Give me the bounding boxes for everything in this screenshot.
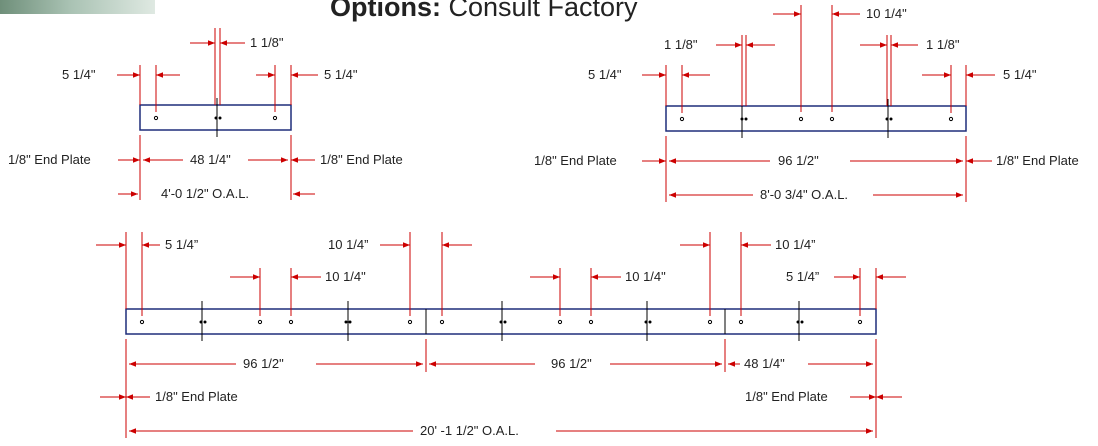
rail-8ft-end-plate-left-label: 1/8" End Plate — [534, 153, 617, 168]
rail-8ft-span-label: 96 1/2" — [778, 153, 819, 168]
rail-8ft-hole — [798, 116, 804, 122]
rail-20ft-gap-top-1-label: 10 1/4” — [328, 237, 368, 252]
rail-20ft-hole — [503, 320, 507, 324]
rail-20ft-hole — [644, 320, 648, 324]
rail-8ft-body — [665, 105, 967, 132]
rail-20ft-hole — [796, 320, 800, 324]
rail-20ft-hole — [857, 319, 863, 325]
rail-4ft-oal-label: 4'-0 1/2" O.A.L. — [161, 186, 249, 201]
rail-20ft-hole — [344, 320, 348, 324]
rail-20ft-gap-top-2-label: 10 1/4” — [775, 237, 815, 252]
rail-8ft-hole — [885, 117, 889, 121]
rail-8ft-splice-gap-left-label: 1 1/8" — [664, 37, 698, 52]
rail-4ft-hole — [272, 115, 278, 121]
rail-20ft-gap-mid-2-label: 10 1/4" — [625, 269, 666, 284]
rail-20ft-hole — [557, 319, 563, 325]
rail-20ft-end-plate-right-label: 1/8" End Plate — [745, 389, 828, 404]
rail-4ft-end-offset-left-label: 5 1/4" — [62, 67, 96, 82]
rail-8ft-end-offset-left-label: 5 1/4" — [588, 67, 622, 82]
rail-20ft-hole — [139, 319, 145, 325]
rail-4ft-end-offset-right-label: 5 1/4" — [324, 67, 358, 82]
rail-20ft-hole — [407, 319, 413, 325]
rail-8ft-hole — [679, 116, 685, 122]
rail-8ft-diagram: 10 1/4" 1 1/8" 1 1/8" 5 1/4" 5 1 — [534, 5, 1079, 202]
rail-20ft-hole — [707, 319, 713, 325]
rail-20ft-span-3-label: 48 1/4" — [744, 356, 785, 371]
rail-20ft-hole — [257, 319, 263, 325]
rail-8ft-end-offset-right-label: 5 1/4" — [1003, 67, 1037, 82]
rail-20ft-end-offset-right-label: 5 1/4” — [786, 269, 819, 284]
rail-20ft-span-2-label: 96 1/2" — [551, 356, 592, 371]
rail-4ft-diagram: 1 1/8" 5 1/4" 5 1/4" 48 1/4" 1/8" End Pl… — [8, 28, 403, 201]
rail-20ft-gap-mid-1-label: 10 1/4" — [325, 269, 366, 284]
rail-20ft-diagram: 5 1/4” 10 1/4” 10 1/4” 10 1/4" 1 — [96, 232, 906, 438]
rail-8ft-hole — [829, 116, 835, 122]
rail-4ft-span-label: 48 1/4" — [190, 152, 231, 167]
rail-20ft-oal-label: 20' -1 1/2" O.A.L. — [420, 423, 519, 438]
rail-20ft-hole — [203, 320, 207, 324]
rail-8ft-hole — [889, 117, 893, 121]
brand-logo-image — [0, 0, 155, 14]
rail-8ft-hole — [740, 117, 744, 121]
rail-20ft-hole — [738, 319, 744, 325]
rail-8ft-splice-gap-right-label: 1 1/8" — [926, 37, 960, 52]
rail-20ft-end-offset-left-label: 5 1/4” — [165, 237, 198, 252]
rail-4ft-hole — [153, 115, 159, 121]
rail-20ft-hole — [348, 320, 352, 324]
rail-20ft-end-plate-left-label: 1/8" End Plate — [155, 389, 238, 404]
rail-8ft-oal-label: 8'-0 3/4" O.A.L. — [760, 187, 848, 202]
rail-8ft-hole — [744, 117, 748, 121]
rail-4ft-splice-gap-label: 1 1/8" — [250, 35, 284, 50]
title-rest: Consult Factory — [440, 0, 638, 22]
rail-20ft-span-1-label: 96 1/2" — [243, 356, 284, 371]
rail-20ft-hole — [499, 320, 503, 324]
rail-20ft-hole — [288, 319, 294, 325]
rail-4ft-hole — [214, 116, 218, 120]
rail-8ft-center-gap-label: 10 1/4" — [866, 6, 907, 21]
rail-20ft-hole — [588, 319, 594, 325]
rail-8ft-end-plate-right-label: 1/8" End Plate — [996, 153, 1079, 168]
rail-4ft-end-plate-right-label: 1/8" End Plate — [320, 152, 403, 167]
rail-20ft-body — [125, 308, 877, 335]
rail-20ft-hole — [439, 319, 445, 325]
rail-8ft-hole — [948, 116, 954, 122]
page-title: Options: Consult Factory — [330, 0, 638, 23]
rail-4ft-end-plate-left-label: 1/8" End Plate — [8, 152, 91, 167]
title-bold: Options: — [330, 0, 441, 22]
rail-20ft-hole — [800, 320, 804, 324]
rail-4ft-hole — [218, 116, 222, 120]
rail-20ft-hole — [648, 320, 652, 324]
rail-20ft-hole — [199, 320, 203, 324]
